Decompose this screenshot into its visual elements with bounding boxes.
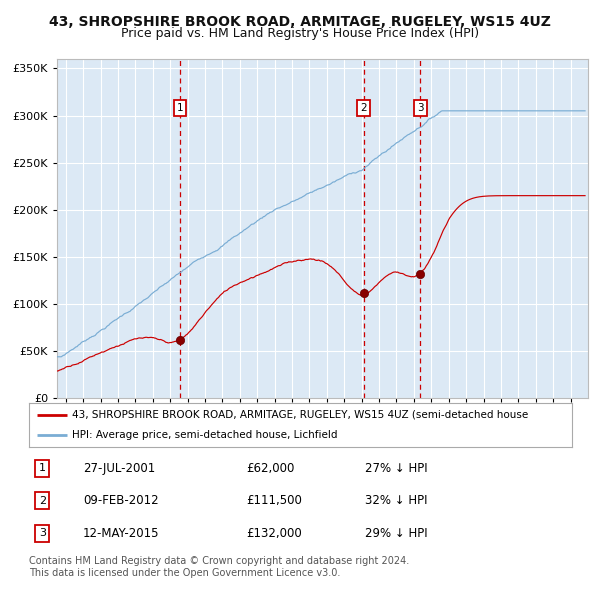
Text: 1: 1 [177, 103, 184, 113]
Text: £111,500: £111,500 [246, 494, 302, 507]
Text: 2: 2 [360, 103, 367, 113]
Text: HPI: Average price, semi-detached house, Lichfield: HPI: Average price, semi-detached house,… [72, 430, 338, 440]
Text: 3: 3 [39, 529, 46, 539]
Text: 1: 1 [39, 463, 46, 473]
Text: 2: 2 [39, 496, 46, 506]
Text: 27% ↓ HPI: 27% ↓ HPI [365, 462, 428, 475]
Text: Price paid vs. HM Land Registry's House Price Index (HPI): Price paid vs. HM Land Registry's House … [121, 27, 479, 40]
Text: 09-FEB-2012: 09-FEB-2012 [83, 494, 159, 507]
Text: £132,000: £132,000 [246, 527, 302, 540]
Text: 12-MAY-2015: 12-MAY-2015 [83, 527, 160, 540]
Text: 3: 3 [417, 103, 424, 113]
Text: This data is licensed under the Open Government Licence v3.0.: This data is licensed under the Open Gov… [29, 568, 340, 578]
Text: 27-JUL-2001: 27-JUL-2001 [83, 462, 155, 475]
Text: 43, SHROPSHIRE BROOK ROAD, ARMITAGE, RUGELEY, WS15 4UZ (semi-detached house: 43, SHROPSHIRE BROOK ROAD, ARMITAGE, RUG… [72, 410, 529, 420]
Text: Contains HM Land Registry data © Crown copyright and database right 2024.: Contains HM Land Registry data © Crown c… [29, 556, 409, 566]
Text: 29% ↓ HPI: 29% ↓ HPI [365, 527, 428, 540]
Text: 32% ↓ HPI: 32% ↓ HPI [365, 494, 428, 507]
Text: £62,000: £62,000 [246, 462, 295, 475]
Text: 43, SHROPSHIRE BROOK ROAD, ARMITAGE, RUGELEY, WS15 4UZ: 43, SHROPSHIRE BROOK ROAD, ARMITAGE, RUG… [49, 15, 551, 29]
